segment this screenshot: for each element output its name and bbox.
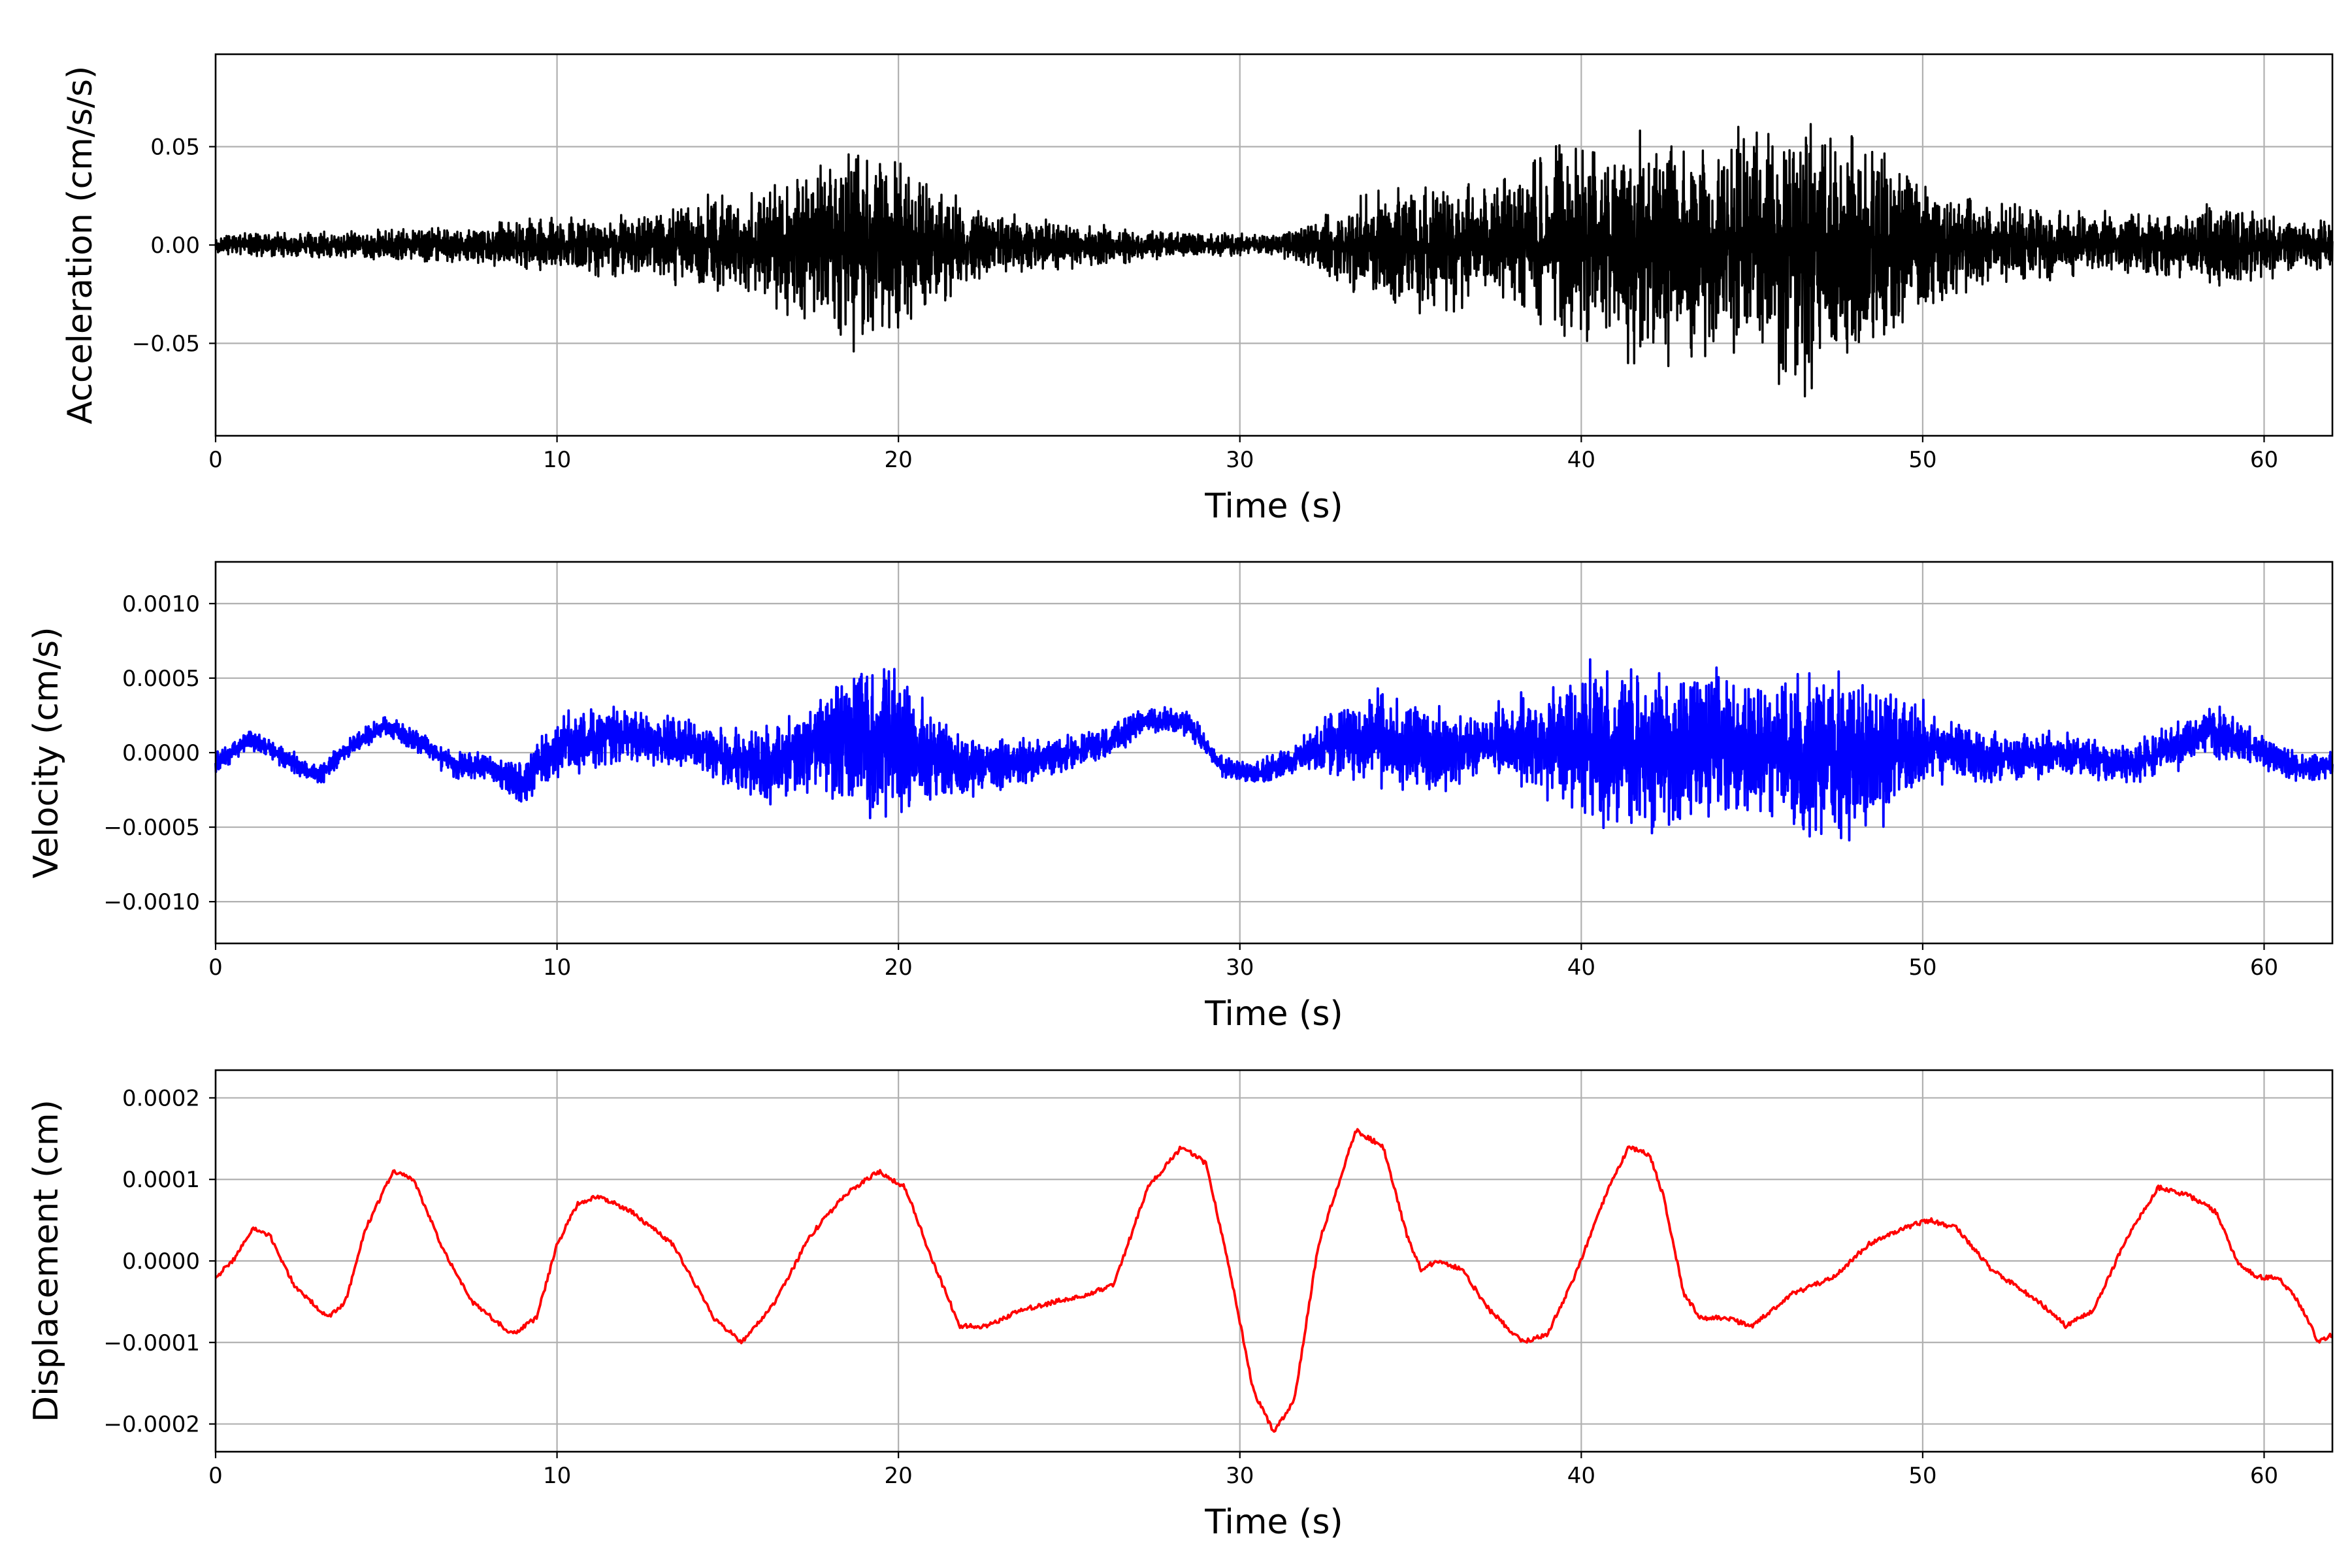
velocity-series-line [214, 658, 2334, 841]
displacement-x-tick-label: 40 [1567, 1463, 1595, 1489]
acceleration-x-tick-label: 40 [1567, 447, 1595, 473]
acceleration-ticks: 0 10 20 30 40 50 60 −0.05 0.00 0.05 [132, 134, 2278, 473]
displacement-panel: 0 10 20 30 40 50 60 −0.0002 −0.0001 0.0000 0.0001 0… [27, 1069, 2334, 1542]
velocity-panel: 0 10 20 30 40 50 60 −0.0010 −0.0005 0.0000 0.0005 0… [27, 561, 2334, 1034]
displacement-x-tick-label: 50 [1908, 1463, 1936, 1489]
velocity-y-tick-label: −0.0010 [104, 889, 200, 915]
velocity-y-tick-label: 0.0005 [122, 666, 200, 692]
acceleration-series [214, 123, 2334, 398]
acceleration-x-tick-label: 0 [208, 447, 223, 473]
acceleration-y-axis-label: Acceleration (cm/s/s) [61, 66, 100, 425]
displacement-x-tick-label: 20 [885, 1463, 913, 1489]
displacement-x-tick-label: 30 [1226, 1463, 1254, 1489]
acceleration-x-tick-label: 30 [1226, 447, 1254, 473]
displacement-series [214, 1128, 2334, 1433]
velocity-x-tick-label: 30 [1226, 955, 1254, 981]
acceleration-y-tick-label: 0.00 [150, 233, 200, 259]
velocity-ticks: 0 10 20 30 40 50 60 −0.0010 −0.0005 0.0000 0.0005 0… [104, 591, 2279, 981]
displacement-x-tick-label: 0 [208, 1463, 223, 1489]
velocity-x-axis-label: Time (s) [1204, 994, 1343, 1034]
acceleration-x-tick-label: 10 [543, 447, 571, 473]
velocity-x-tick-label: 10 [543, 955, 571, 981]
velocity-y-tick-label: 0.0000 [122, 740, 200, 766]
acceleration-y-tick-label: 0.05 [150, 134, 200, 160]
displacement-y-axis-label: Displacement (cm) [27, 1100, 66, 1422]
displacement-series-line [214, 1128, 2334, 1433]
acceleration-x-tick-label: 60 [2250, 447, 2278, 473]
velocity-x-tick-label: 50 [1908, 955, 1936, 981]
acceleration-x-tick-label: 20 [885, 447, 913, 473]
acceleration-x-axis-label: Time (s) [1204, 487, 1343, 526]
displacement-x-tick-label: 10 [543, 1463, 571, 1489]
acceleration-series-line [214, 123, 2334, 398]
displacement-y-tick-label: −0.0002 [104, 1412, 200, 1438]
velocity-x-tick-label: 20 [885, 955, 913, 981]
displacement-y-tick-label: 0.0001 [122, 1167, 200, 1193]
displacement-ticks: 0 10 20 30 40 50 60 −0.0002 −0.0001 0.0000 0.0001 0… [104, 1085, 2279, 1489]
velocity-x-tick-label: 40 [1567, 955, 1595, 981]
acceleration-x-tick-label: 50 [1908, 447, 1936, 473]
acceleration-panel: 0 10 20 30 40 50 60 −0.05 0.00 0.05 Time (s) Acce… [61, 53, 2334, 526]
displacement-x-axis-label: Time (s) [1204, 1503, 1343, 1542]
velocity-y-axis-label: Velocity (cm/s) [27, 627, 66, 879]
acceleration-y-tick-label: −0.05 [132, 331, 200, 357]
displacement-y-tick-label: 0.0002 [122, 1085, 200, 1111]
velocity-x-tick-label: 60 [2250, 955, 2278, 981]
velocity-y-tick-label: −0.0005 [104, 815, 200, 841]
displacement-x-tick-label: 60 [2250, 1463, 2278, 1489]
displacement-y-tick-label: −0.0001 [104, 1330, 200, 1356]
velocity-series [214, 658, 2334, 841]
displacement-y-tick-label: 0.0000 [122, 1249, 200, 1275]
velocity-x-tick-label: 0 [208, 955, 223, 981]
velocity-y-tick-label: 0.0010 [122, 591, 200, 617]
